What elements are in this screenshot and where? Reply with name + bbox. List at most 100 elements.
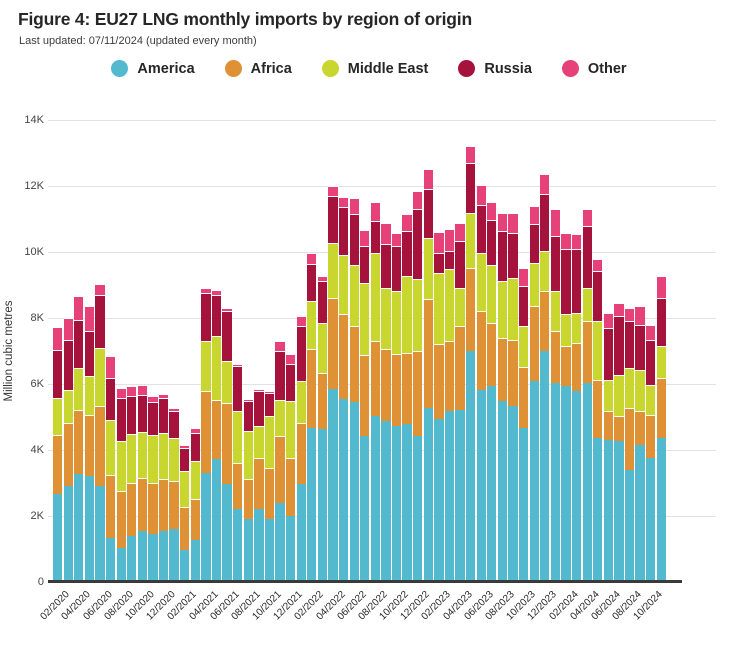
bar-segment-middle-east[interactable] <box>529 262 539 307</box>
bar-01/2022[interactable] <box>307 252 317 580</box>
bar-segment-america[interactable] <box>233 509 243 580</box>
bar-segment-middle-east[interactable] <box>423 237 433 300</box>
bar-segment-russia[interactable] <box>296 325 306 382</box>
bar-segment-other[interactable] <box>275 341 285 351</box>
bar-01/2021[interactable] <box>180 444 190 580</box>
bar-segment-middle-east[interactable] <box>434 272 444 345</box>
bar-segment-other[interactable] <box>466 146 476 163</box>
bar-segment-middle-east[interactable] <box>222 360 232 403</box>
bar-segment-other[interactable] <box>222 307 232 312</box>
bar-segment-russia[interactable] <box>105 378 116 420</box>
bar-segment-africa[interactable] <box>508 339 518 407</box>
bar-segment-america[interactable] <box>243 519 253 580</box>
bar-segment-other[interactable] <box>307 252 317 265</box>
legend-item-america[interactable]: America <box>111 60 195 77</box>
bar-segment-other[interactable] <box>233 364 243 366</box>
bar-11/2021[interactable] <box>285 354 296 580</box>
bar-segment-other[interactable] <box>317 276 328 282</box>
bar-segment-america[interactable] <box>95 486 105 580</box>
bar-segment-america[interactable] <box>571 390 582 580</box>
bar-segment-africa[interactable] <box>169 481 179 529</box>
bar-segment-other[interactable] <box>529 206 539 225</box>
bar-segment-america[interactable] <box>201 472 211 580</box>
bar-segment-other[interactable] <box>381 222 391 245</box>
bar-segment-africa[interactable] <box>444 341 455 412</box>
bar-segment-america[interactable] <box>105 538 116 580</box>
bar-segment-russia[interactable] <box>582 225 592 288</box>
legend-item-other[interactable]: Other <box>561 60 627 77</box>
bar-segment-middle-east[interactable] <box>614 374 624 417</box>
bar-segment-africa[interactable] <box>275 436 285 503</box>
bar-segment-middle-east[interactable] <box>370 252 380 342</box>
bar-segment-america[interactable] <box>381 420 391 580</box>
bar-segment-middle-east[interactable] <box>476 252 486 312</box>
bar-segment-middle-east[interactable] <box>63 389 73 424</box>
bar-segment-africa[interactable] <box>190 499 200 541</box>
bar-segment-africa[interactable] <box>455 326 465 410</box>
bar-segment-other[interactable] <box>635 306 645 325</box>
bar-segment-russia[interactable] <box>169 411 179 439</box>
bar-segment-russia[interactable] <box>487 219 497 265</box>
bar-segment-america[interactable] <box>508 406 518 580</box>
bar-segment-middle-east[interactable] <box>603 379 613 412</box>
bar-segment-other[interactable] <box>328 186 338 196</box>
bar-04/2021[interactable] <box>211 289 222 580</box>
bar-11/2023[interactable] <box>540 174 550 580</box>
bar-08/2020[interactable] <box>127 385 137 580</box>
bar-segment-other[interactable] <box>180 444 190 448</box>
bar-segment-russia[interactable] <box>466 162 476 214</box>
bar-03/2024[interactable] <box>582 209 592 580</box>
bar-segment-other[interactable] <box>571 234 582 250</box>
legend-item-africa[interactable]: Africa <box>224 60 292 77</box>
bar-segment-america[interactable] <box>180 550 190 580</box>
bar-segment-middle-east[interactable] <box>264 416 275 468</box>
bar-segment-other[interactable] <box>370 201 380 221</box>
bar-segment-russia[interactable] <box>254 390 264 426</box>
bar-segment-middle-east[interactable] <box>243 430 253 480</box>
bar-segment-middle-east[interactable] <box>233 411 243 463</box>
bar-segment-russia[interactable] <box>137 395 148 432</box>
bar-segment-middle-east[interactable] <box>116 441 126 492</box>
bar-segment-russia[interactable] <box>243 400 253 431</box>
bar-segment-other[interactable] <box>95 283 105 296</box>
bar-segment-america[interactable] <box>307 427 317 580</box>
bar-10/2023[interactable] <box>529 206 539 580</box>
bar-segment-america[interactable] <box>137 530 148 580</box>
bar-segment-middle-east[interactable] <box>497 281 508 339</box>
bar-08/2022[interactable] <box>381 222 391 580</box>
bar-11/2020[interactable] <box>158 394 169 580</box>
bar-segment-other[interactable] <box>455 222 465 242</box>
bar-segment-africa[interactable] <box>74 409 84 475</box>
bar-segment-russia[interactable] <box>233 365 243 412</box>
bar-segment-america[interactable] <box>614 441 624 580</box>
bar-12/2022[interactable] <box>423 169 433 580</box>
bar-04/2023[interactable] <box>466 146 476 580</box>
bar-segment-middle-east[interactable] <box>127 434 137 483</box>
bar-09/2024[interactable] <box>646 324 656 580</box>
bar-segment-america[interactable] <box>211 459 222 580</box>
bar-segment-america[interactable] <box>423 407 433 580</box>
bar-segment-america[interactable] <box>593 438 603 580</box>
bar-segment-africa[interactable] <box>211 399 222 460</box>
bar-segment-other[interactable] <box>84 306 95 332</box>
bar-segment-other[interactable] <box>402 214 412 231</box>
bar-segment-middle-east[interactable] <box>74 368 84 410</box>
bar-segment-other[interactable] <box>603 313 613 328</box>
bar-segment-russia[interactable] <box>434 252 444 273</box>
bar-segment-other[interactable] <box>413 190 423 210</box>
bar-segment-america[interactable] <box>487 386 497 580</box>
bar-segment-russia[interactable] <box>307 264 317 302</box>
bar-segment-middle-east[interactable] <box>508 278 518 340</box>
bar-segment-america[interactable] <box>127 536 137 580</box>
bar-08/2023[interactable] <box>508 213 518 580</box>
bar-03/2020[interactable] <box>74 296 84 580</box>
bar-segment-america[interactable] <box>285 515 296 580</box>
bar-segment-america[interactable] <box>603 439 613 580</box>
bar-segment-america[interactable] <box>540 350 550 580</box>
bar-segment-middle-east[interactable] <box>635 369 645 412</box>
bar-segment-middle-east[interactable] <box>561 314 571 347</box>
bar-segment-america[interactable] <box>349 401 359 580</box>
bar-segment-america[interactable] <box>561 385 571 580</box>
bar-segment-other[interactable] <box>74 296 84 320</box>
bar-12/2020[interactable] <box>169 407 179 580</box>
